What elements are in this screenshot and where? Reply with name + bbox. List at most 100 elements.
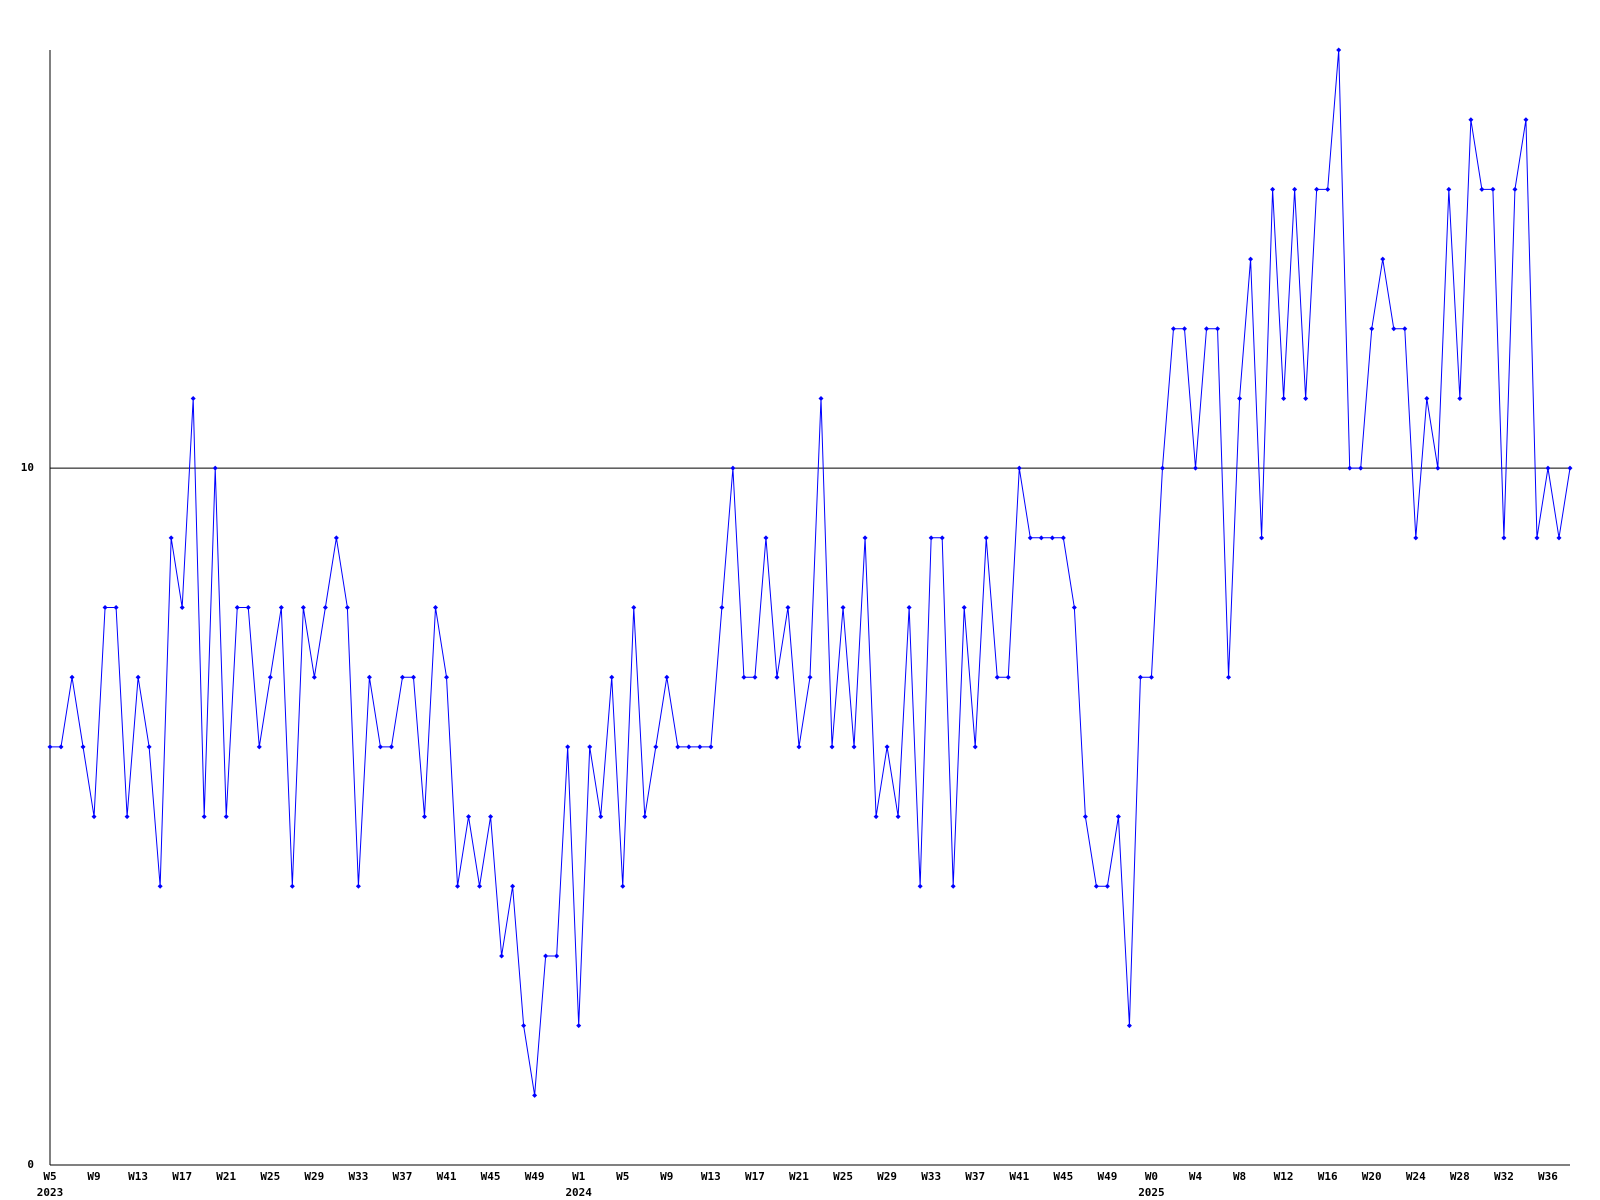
data-point (1281, 395, 1287, 401)
data-point (1369, 326, 1375, 332)
data-point (69, 674, 75, 680)
data-point (1534, 535, 1540, 541)
x-tick-label: W32 (1494, 1170, 1514, 1183)
data-point (642, 814, 648, 820)
data-point (223, 814, 229, 820)
data-point (1303, 395, 1309, 401)
data-point (1049, 535, 1055, 541)
data-point (421, 814, 427, 820)
data-point (499, 953, 505, 959)
data-point (1380, 256, 1386, 262)
x-tick-label: W36 (1538, 1170, 1558, 1183)
data-point (80, 744, 86, 750)
x-tick-label: W9 (87, 1170, 100, 1183)
data-point (950, 883, 956, 889)
data-point (1137, 674, 1143, 680)
x-tick-label: W37 (393, 1170, 413, 1183)
data-point (1115, 814, 1121, 820)
data-point (543, 953, 549, 959)
data-point (763, 535, 769, 541)
data-point (1468, 117, 1474, 123)
data-point (1457, 395, 1463, 401)
data-point (1413, 535, 1419, 541)
data-point (311, 674, 317, 680)
data-point (377, 744, 383, 750)
data-point (565, 744, 571, 750)
data-point (1446, 186, 1452, 192)
series-line (50, 49, 1571, 1096)
data-point (928, 535, 934, 541)
data-point (388, 744, 394, 750)
data-point (1027, 535, 1033, 541)
data-point (510, 883, 516, 889)
x-tick-label: W5 (43, 1170, 56, 1183)
x-tick-label: W4 (1189, 1170, 1203, 1183)
x-tick-label: W25 (260, 1170, 280, 1183)
data-point (1170, 326, 1176, 332)
data-point (862, 535, 868, 541)
x-tick-label: W45 (1053, 1170, 1073, 1183)
data-point (1490, 186, 1496, 192)
x-tick-label: W33 (921, 1170, 941, 1183)
data-point (686, 744, 692, 750)
data-point (1270, 186, 1276, 192)
data-point (961, 605, 967, 610)
data-point (124, 814, 130, 820)
data-point (179, 605, 185, 610)
y-tick-label: 10 (21, 461, 34, 474)
data-point (1292, 186, 1298, 192)
data-point (983, 535, 989, 541)
data-point (102, 605, 108, 610)
data-point (1005, 674, 1011, 680)
data-point (1215, 326, 1221, 332)
data-point (1060, 535, 1066, 541)
data-point (355, 883, 361, 889)
x-tick-label: W0 (1145, 1170, 1158, 1183)
data-point (521, 1023, 527, 1029)
x-tick-label: W21 (789, 1170, 809, 1183)
data-point (201, 814, 207, 820)
data-point (1259, 535, 1265, 541)
data-point (774, 674, 780, 680)
x-tick-label: W28 (1450, 1170, 1470, 1183)
data-point (829, 744, 835, 750)
data-point (1424, 395, 1430, 401)
data-point (278, 605, 284, 610)
data-point (587, 744, 593, 750)
data-point (1193, 465, 1199, 471)
data-point (1556, 535, 1562, 541)
x-year-label: 2023 (37, 1186, 64, 1199)
data-point (1038, 535, 1044, 541)
x-tick-label: W24 (1406, 1170, 1426, 1183)
x-tick-label: W13 (701, 1170, 721, 1183)
data-point (1237, 395, 1243, 401)
data-point (785, 605, 791, 610)
data-point (873, 814, 879, 820)
data-point (1226, 674, 1232, 680)
data-point (598, 814, 604, 820)
x-tick-label: W49 (525, 1170, 545, 1183)
data-point (1016, 465, 1022, 471)
data-point (168, 535, 174, 541)
data-point (1479, 186, 1485, 192)
data-point (631, 605, 637, 610)
data-point (752, 674, 758, 680)
data-point (1248, 256, 1254, 262)
data-point (554, 953, 560, 959)
data-point (851, 744, 857, 750)
x-tick-label: W45 (481, 1170, 501, 1183)
data-point (1358, 465, 1364, 471)
data-point (532, 1092, 538, 1098)
data-point (444, 674, 450, 680)
data-point (113, 605, 119, 610)
data-point (157, 883, 163, 889)
x-tick-label: W17 (172, 1170, 192, 1183)
data-point (1336, 47, 1342, 53)
data-point (741, 674, 747, 680)
x-tick-label: W21 (216, 1170, 236, 1183)
data-point (190, 395, 196, 401)
data-point (609, 674, 615, 680)
data-point (433, 605, 439, 610)
y-tick-label: 0 (27, 1158, 34, 1171)
